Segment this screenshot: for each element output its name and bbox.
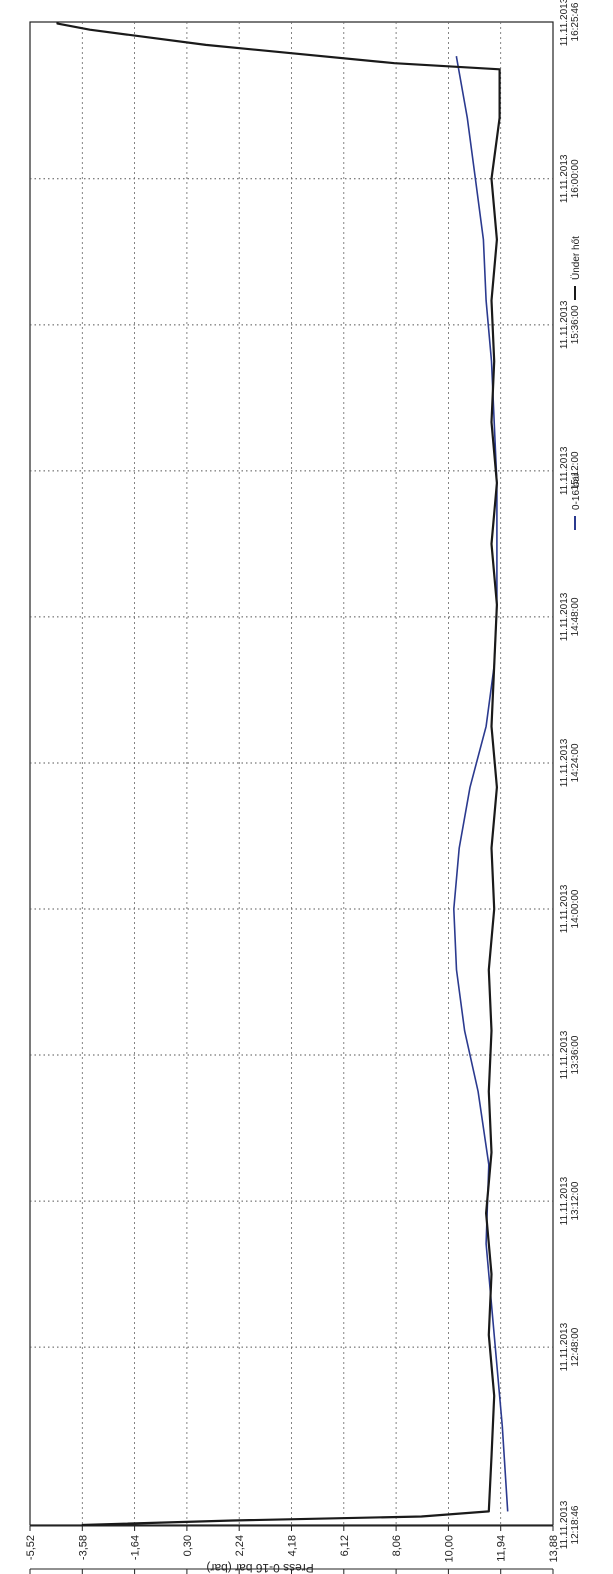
press-tick-label: 0,30: [182, 1535, 194, 1556]
x-tick-date: 11.11.2013: [559, 884, 570, 933]
x-tick-time: 12:18:46: [570, 1505, 581, 1544]
press-tick-label: 6,12: [339, 1535, 351, 1556]
press-tick-label: 2,24: [234, 1535, 246, 1556]
x-tick-label: 11.11.2013 14:48:00: [559, 592, 581, 641]
x-tick-time: 15:36:00: [570, 305, 581, 344]
x-tick-date: 11.11.2013: [559, 0, 570, 46]
legend-label: 0-16 bar: [571, 472, 582, 510]
x-tick-label: 11.11.2013 12:48:00: [559, 1322, 581, 1371]
x-tick-date: 11.11.2013: [559, 592, 570, 641]
press-tick-label: 10,00: [443, 1535, 455, 1563]
x-tick-time: 12:48:00: [570, 1327, 581, 1366]
x-tick-date: 11.11.2013: [559, 1030, 570, 1079]
x-tick-time: 16:25:46: [570, 2, 581, 41]
x-tick-label: 11.11.2013 14:00:00: [559, 884, 581, 933]
press-tick-label: 4,18: [287, 1535, 299, 1556]
series-line-1: [452, 56, 509, 1512]
x-tick-date: 11.11.2013: [559, 1176, 570, 1225]
press-tick-label: 11,94: [496, 1535, 508, 1562]
x-tick-date: 11.11.2013: [559, 738, 570, 787]
press-tick-label: -5,52: [25, 1535, 37, 1560]
x-tick-date: 11.11.2013: [559, 1322, 570, 1371]
press-tick-label: -3,58: [77, 1535, 89, 1560]
press-tick-label: -1,64: [130, 1535, 142, 1560]
x-tick-label: 11.11.2013 15:36:00: [559, 300, 581, 349]
x-tick-time: 13:12:00: [570, 1181, 581, 1220]
x-tick-label: 11.11.2013 16:00:00: [559, 154, 581, 203]
x-tick-time: 14:48:00: [570, 597, 581, 636]
x-tick-date: 11.11.2013: [559, 1500, 570, 1549]
x-tick-label: 11.11.2013 15:12:00: [559, 446, 581, 495]
x-tick-time: 13:36:00: [570, 1035, 581, 1074]
press-axis-label: Press 0-16 bar (bar): [206, 1561, 313, 1574]
x-tick-time: 14:24:00: [570, 743, 581, 782]
x-tick-time: 15:12:00: [570, 451, 581, 490]
x-tick-label: 11.11.2013 13:12:00: [559, 1176, 581, 1225]
x-tick-label: 11.11.2013 13:36:00: [559, 1030, 581, 1079]
legend-label: Ünder hőt: [570, 236, 582, 280]
x-tick-label: 11.11.2013 14:24:00: [559, 738, 581, 787]
x-tick-label: 11.11.2013 12:18:46: [559, 1500, 581, 1549]
x-tick-label: 11.11.2013 16:25:46: [559, 0, 581, 46]
x-tick-date: 11.11.2013: [559, 154, 570, 203]
press-tick-label: 13,88: [548, 1535, 560, 1563]
x-tick-date: 11.11.2013: [559, 300, 570, 349]
x-tick-time: 14:00:00: [570, 889, 581, 928]
press-tick-label: 8,06: [391, 1535, 403, 1556]
x-tick-time: 16:00:00: [570, 159, 581, 198]
series-line-2: [56, 22, 501, 1527]
x-tick-date: 11.11.2013: [559, 446, 570, 495]
